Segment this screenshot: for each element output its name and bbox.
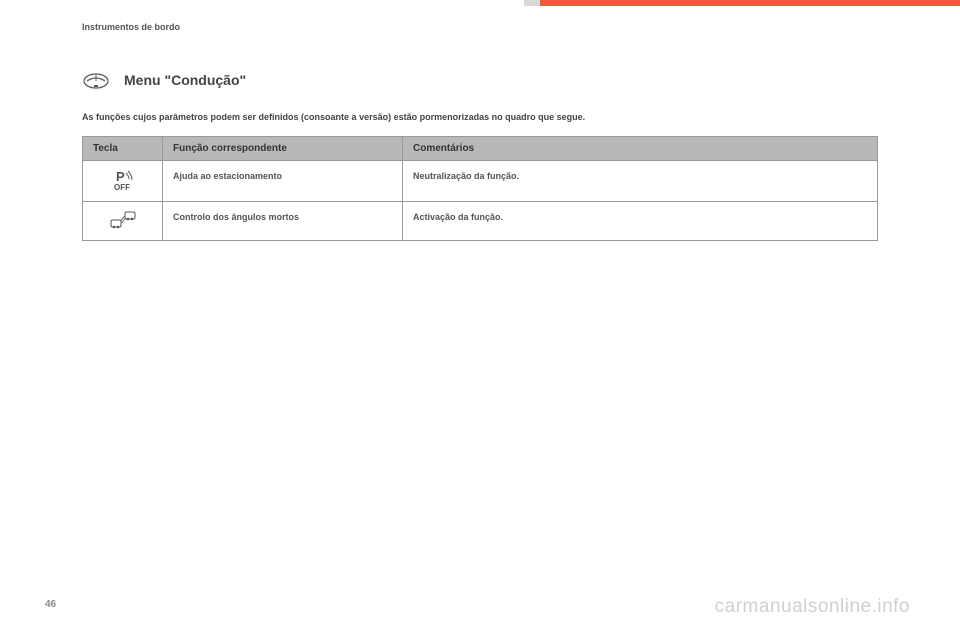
svg-text:P: P (116, 169, 125, 184)
parking-assist-icon: P OFF (110, 167, 136, 193)
page-number: 46 (45, 599, 56, 610)
icon-cell-parking: P OFF (83, 161, 163, 202)
svg-text:OFF: OFF (114, 183, 130, 192)
section-header: Instrumentos de bordo (82, 22, 180, 32)
table-row: Controlo dos ângulos mortos Activação da… (83, 202, 878, 241)
funcao-cell: Controlo dos ângulos mortos (163, 202, 403, 241)
funcao-cell: Ajuda ao estacionamento (163, 161, 403, 202)
icon-cell-blindspot (83, 202, 163, 241)
page-title: Menu "Condução" (124, 72, 246, 88)
functions-table: Tecla Função correspondente Comentários … (82, 136, 878, 241)
table-header-comentarios: Comentários (403, 137, 878, 161)
watermark-text: carmanualsonline.info (715, 596, 910, 618)
blind-spot-icon (108, 208, 138, 232)
subtitle-text: As funções cujos parâmetros podem ser de… (82, 112, 878, 122)
table-row: P OFF Ajuda ao estacionamento Neutraliza… (83, 161, 878, 202)
top-accent-bar (540, 0, 960, 6)
table-header-tecla: Tecla (83, 137, 163, 161)
comentario-cell: Activação da função. (403, 202, 878, 241)
title-row: Menu "Condução" (82, 70, 878, 90)
comentario-cell: Neutralização da função. (403, 161, 878, 202)
car-icon (82, 70, 110, 90)
main-content: Menu "Condução" As funções cujos parâmet… (82, 70, 878, 241)
table-header-funcao: Função correspondente (163, 137, 403, 161)
